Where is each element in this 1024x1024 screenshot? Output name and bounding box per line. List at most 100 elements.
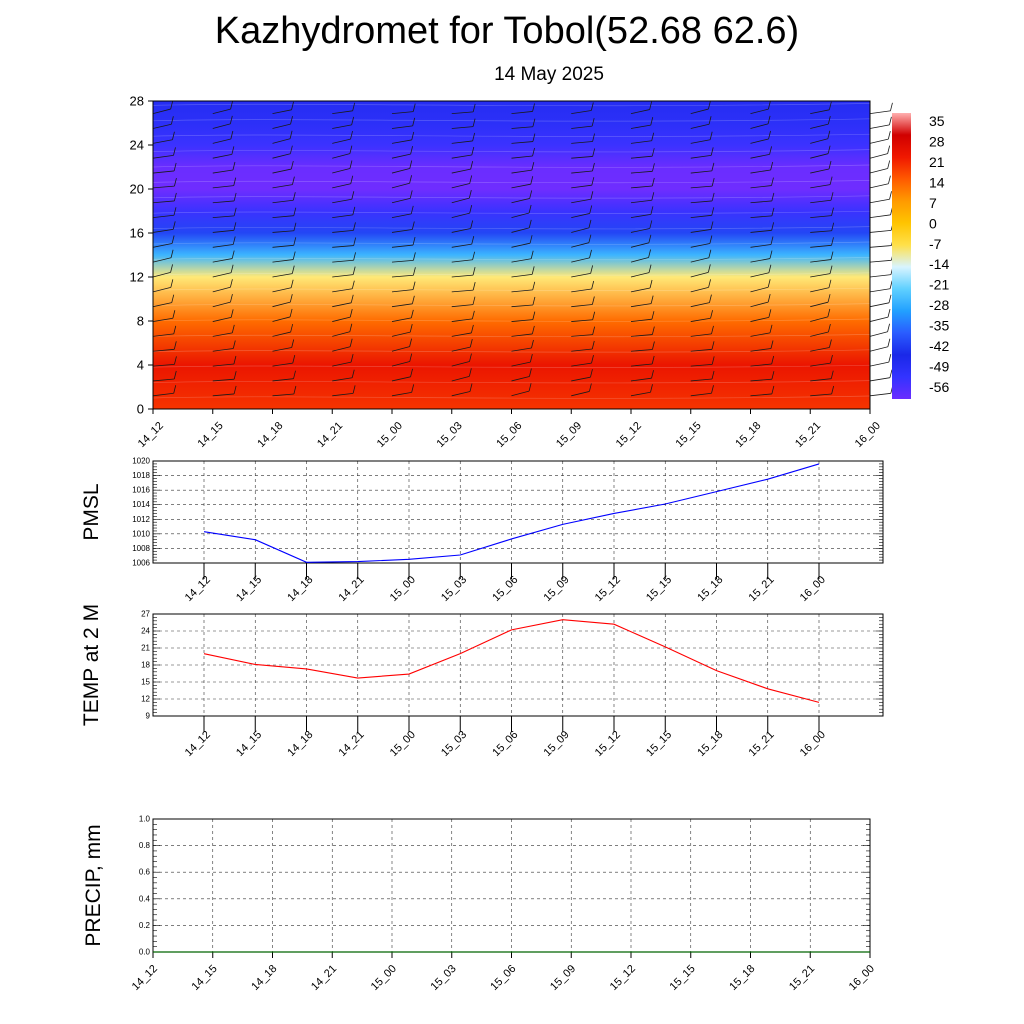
- wind-barb-flag: [413, 252, 416, 261]
- wind-barb: [869, 214, 891, 218]
- wind-barb: [750, 123, 769, 129]
- wind-barb-flag: [409, 338, 413, 347]
- wind-barb-flag: [233, 222, 237, 231]
- y-tick-label: 18: [141, 661, 150, 670]
- wind-barb-flag: [229, 115, 233, 124]
- wind-barb: [451, 126, 474, 129]
- wind-barb-flag: [591, 340, 595, 350]
- wind-barb-flag: [771, 371, 775, 380]
- wind-barb: [750, 229, 772, 233]
- wind-barb: [869, 377, 891, 382]
- wind-barb: [511, 304, 533, 308]
- wind-barb-flag: [889, 280, 893, 289]
- wind-barb: [391, 139, 412, 144]
- wind-barb-flag: [651, 355, 655, 365]
- wind-barb: [511, 126, 533, 129]
- temperature-panel: 9 12 15 18 21 24 27 14_12 14_15 14_18 14_21 15_00 15…: [80, 604, 884, 759]
- x-tick-label: 15_15: [674, 420, 704, 450]
- wind-barb: [511, 227, 530, 233]
- wind-barb-flag: [708, 100, 711, 110]
- wind-barb: [690, 243, 710, 248]
- wind-barb-flag: [350, 294, 354, 303]
- x-tick-label: 14_18: [285, 729, 315, 759]
- wind-barb: [152, 229, 174, 233]
- wind-barb: [212, 378, 235, 382]
- wind-barb-flag: [711, 325, 714, 334]
- wind-barb: [451, 318, 473, 322]
- wind-barb-flag: [291, 339, 295, 348]
- y-tick-label: 0.4: [139, 894, 151, 903]
- wind-barb: [212, 200, 235, 204]
- wind-barb-flag: [289, 308, 293, 318]
- wind-barb-flag: [170, 100, 174, 110]
- wind-barb-flag: [710, 310, 713, 319]
- wind-barb-flag: [349, 323, 353, 332]
- wind-barb-flag: [589, 383, 592, 392]
- wind-barb: [750, 153, 770, 159]
- wind-barb-flag: [709, 235, 713, 244]
- y-axis-label: TEMP at 2 M: [80, 604, 103, 726]
- wind-barb: [391, 346, 410, 352]
- contour-line: [152, 364, 871, 368]
- wind-barb-flag: [532, 118, 536, 127]
- precipitation-panel: 0.0 0.2 0.4 0.6 0.8 1.0 14_12 14_15 14_18 14_21 15…: [82, 815, 877, 993]
- wind-barb: [152, 200, 175, 204]
- y-tick-label: 15: [141, 678, 150, 687]
- wind-barb: [690, 317, 711, 322]
- wind-barb: [152, 185, 175, 189]
- wind-barb-flag: [711, 192, 715, 202]
- contour-line: [152, 133, 871, 137]
- wind-barb: [152, 257, 172, 263]
- wind-barb: [511, 183, 531, 189]
- y-tick-label: 0.0: [139, 948, 151, 957]
- wind-barb: [332, 168, 351, 174]
- wind-barb-flag: [171, 294, 175, 303]
- wind-barb-flag: [830, 354, 833, 364]
- wind-barb-flag: [532, 311, 536, 320]
- wind-barb: [152, 108, 171, 115]
- wind-barb-flag: [768, 309, 772, 318]
- x-tick-label: 15_00: [375, 420, 405, 450]
- wind-barb-flag: [887, 323, 890, 332]
- wind-barb: [332, 316, 351, 322]
- wind-barb-flag: [649, 220, 653, 229]
- wind-barb-flag: [233, 371, 237, 380]
- wind-barb-flag: [349, 338, 353, 347]
- wind-barb-flag: [711, 356, 715, 365]
- x-tick-label: 15_03: [439, 729, 469, 759]
- x-tick-label: 14_15: [190, 963, 220, 993]
- wind-barb: [152, 170, 175, 174]
- x-tick-label: 15_00: [388, 574, 418, 604]
- wind-barb-flag: [590, 102, 594, 111]
- wind-barb-flag: [470, 161, 474, 170]
- wind-barb: [391, 213, 412, 218]
- wind-barb-flag: [174, 356, 177, 365]
- wind-barb: [690, 271, 709, 278]
- wind-barb-flag: [648, 234, 652, 243]
- wind-barb: [810, 331, 829, 337]
- wind-barb: [511, 242, 531, 248]
- wind-barb: [451, 361, 470, 367]
- wind-barb-flag: [409, 175, 412, 184]
- wind-barb: [451, 154, 472, 159]
- wind-barb-flag: [290, 279, 294, 288]
- wind-barb: [810, 123, 829, 129]
- wind-barb-flag: [353, 237, 357, 246]
- wind-barb: [571, 376, 591, 382]
- wind-barb: [332, 214, 353, 218]
- wind-barb: [332, 274, 354, 278]
- x-tick-label: 15_09: [542, 729, 572, 759]
- wind-barb: [630, 377, 652, 382]
- x-tick-label: 16_00: [798, 729, 828, 759]
- wind-barb: [332, 124, 352, 129]
- wind-barb: [212, 154, 232, 159]
- wind-barb: [391, 274, 414, 278]
- wind-barb: [152, 286, 171, 293]
- wind-barb: [869, 302, 890, 308]
- wind-barb-flag: [171, 235, 175, 244]
- wind-barb-flag: [707, 264, 711, 273]
- wind-barb-flag: [652, 341, 655, 350]
- wind-barb: [332, 288, 353, 293]
- wind-barb-flag: [292, 355, 296, 364]
- wind-barb: [630, 170, 653, 174]
